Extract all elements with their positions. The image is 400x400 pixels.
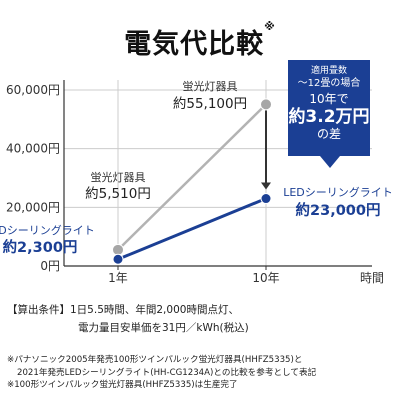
x-tick-label-1: 10年	[252, 271, 279, 285]
series-1-point-0-name: LEDシーリングライト	[0, 223, 95, 237]
calculation-conditions: 【算出条件】1日5.5時間、年間2,000時間点灯、 電力量目安単価を31円／k…	[7, 301, 249, 337]
series-0-point-1-name: 蛍光灯器具	[183, 79, 238, 93]
footnote-line-2: 2021年発売LEDシーリングライト(HH-CG1234A)との比較を参考として…	[17, 367, 317, 378]
conditions-line-1: 【算出条件】1日5.5時間、年間2,000時間点灯、	[7, 304, 239, 316]
difference-callout: 適用畳数 ～12畳の場合 10年で 約3.2万円 の差	[288, 60, 370, 156]
difference-arrow	[261, 110, 271, 190]
series-line-0	[117, 103, 267, 251]
callout-line-3: 10年で	[309, 92, 349, 106]
title-note-mark: ※	[264, 20, 276, 33]
y-tick-label-40000: 40,000円	[6, 142, 60, 156]
series-0-point-0-value: 約5,510円	[85, 186, 151, 202]
callout-line-4: 約3.2万円	[288, 107, 370, 127]
callout-line-2: ～12畳の場合	[297, 78, 361, 89]
footnote-line-3: ※100形ツインパルック蛍光灯器具(HHFZ5335)は生産完了	[7, 380, 238, 390]
series-1-point-0	[112, 253, 124, 265]
series-0-point-1	[260, 98, 272, 111]
y-tick-label-20000: 20,000円	[6, 200, 60, 214]
chart-axes	[63, 80, 372, 270]
series-1-point-1	[260, 193, 272, 205]
x-tick-labels: 1年 10年 時間	[108, 271, 384, 285]
x-tick-label-0: 1年	[108, 271, 128, 285]
footnotes: ※パナソニック2005年発売100形ツインパルック蛍光灯器具(HHFZ5335)…	[7, 354, 316, 392]
y-tick-labels: 0円 20,000円 40,000円 60,000円	[6, 83, 60, 273]
callout-line-1: 適用畳数	[310, 66, 347, 76]
conditions-line-2: 電力量目安単価を31円／kWh(税込)	[78, 322, 249, 334]
title-text: 電気代比較	[124, 29, 265, 60]
series-1-point-0-value: 約2,300円	[3, 238, 78, 256]
callout-line-5: の差	[316, 127, 341, 141]
series-0-point-0	[112, 243, 124, 256]
y-tick-label-0: 0円	[40, 259, 60, 273]
chart-series	[112, 98, 272, 265]
series-line-1	[117, 197, 267, 261]
footnote-line-1: ※パナソニック2005年発売100形ツインパルック蛍光灯器具(HHFZ5335)…	[7, 355, 303, 365]
series-0-point-1-value: 約55,100円	[173, 96, 247, 112]
callout-pointer	[320, 156, 340, 168]
series-0-point-0-name: 蛍光灯器具	[91, 170, 146, 184]
x-axis-title: 時間	[360, 271, 384, 285]
series-1-point-1-name: LEDシーリングライト	[283, 185, 393, 199]
difference-arrow-head	[261, 182, 271, 190]
point-labels: 蛍光灯器具約5,510円蛍光灯器具約55,100円LEDシーリングライト約2,3…	[0, 79, 393, 256]
page-title: 電気代比較※	[0, 20, 400, 61]
y-tick-label-60000: 60,000円	[6, 83, 60, 97]
series-1-point-1-value: 約23,000円	[296, 201, 381, 219]
